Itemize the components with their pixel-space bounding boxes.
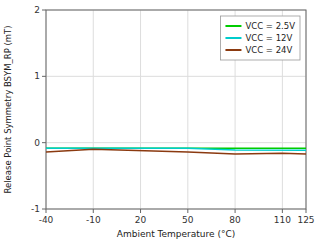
x-tick-label: -10 xyxy=(86,215,101,225)
x-tick-label: 20 xyxy=(135,215,147,225)
x-tick-label: -40 xyxy=(39,215,54,225)
x-axis-label: Ambient Temperature (°C) xyxy=(117,229,235,239)
legend-swatch xyxy=(225,49,241,51)
legend-label: VCC = 2.5V xyxy=(245,21,295,31)
x-tick-label: 80 xyxy=(229,215,241,225)
y-tick xyxy=(42,209,46,210)
y-tick xyxy=(42,142,46,143)
x-grid-line xyxy=(187,10,188,209)
legend-box xyxy=(220,16,300,60)
x-tick xyxy=(282,209,283,213)
x-tick xyxy=(235,209,236,213)
y-tick xyxy=(42,76,46,77)
legend: VCC = 2.5V VCC = 12V VCC = 24V xyxy=(220,16,300,60)
x-tick xyxy=(46,209,47,213)
legend-swatch xyxy=(225,25,241,27)
chart: -40-10205080110125-1012Ambient Temperatu… xyxy=(0,0,316,243)
y-grid-line xyxy=(46,76,306,77)
y-grid-line xyxy=(46,142,306,143)
x-grid-line xyxy=(140,10,141,209)
legend-swatch xyxy=(225,37,241,39)
y-tick xyxy=(42,10,46,11)
y-tick-label: -1 xyxy=(31,204,40,214)
y-tick-label: 2 xyxy=(34,5,40,15)
x-tick-label: 125 xyxy=(297,215,314,225)
lines xyxy=(46,148,306,154)
y-axis-label: Release Point Symmetry BSYM_RP (mT) xyxy=(3,25,13,193)
series-line xyxy=(46,149,306,154)
legend-label: VCC = 24V xyxy=(245,45,292,55)
x-grid-line xyxy=(93,10,94,209)
x-tick-label: 50 xyxy=(182,215,194,225)
x-tick xyxy=(306,209,307,213)
x-tick-label: 110 xyxy=(274,215,291,225)
x-tick xyxy=(187,209,188,213)
y-tick-label: 1 xyxy=(34,71,40,81)
x-tick xyxy=(93,209,94,213)
grid xyxy=(46,10,306,209)
x-tick xyxy=(140,209,141,213)
y-tick-label: 0 xyxy=(34,138,40,148)
plot-frame xyxy=(46,10,306,209)
legend-label: VCC = 12V xyxy=(245,33,292,43)
